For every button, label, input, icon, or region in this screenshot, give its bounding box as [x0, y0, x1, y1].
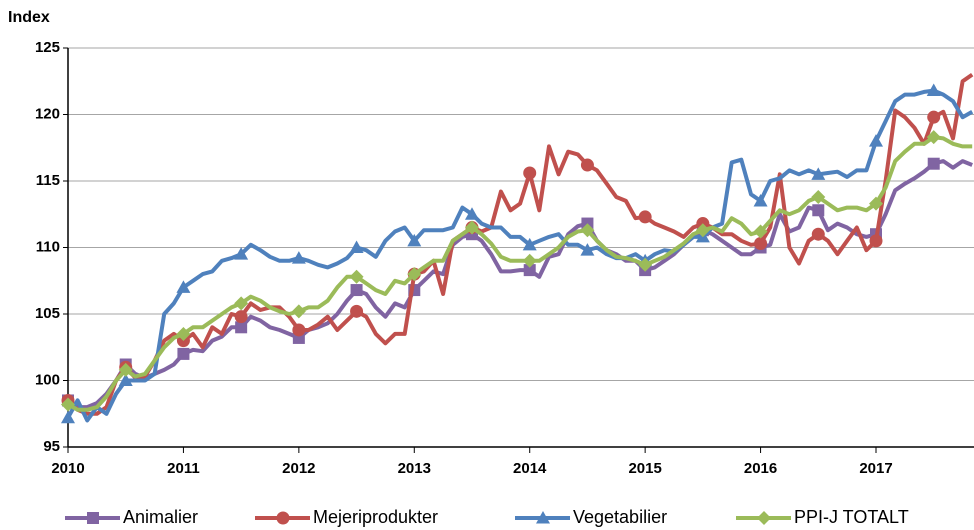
legend-marker — [536, 511, 550, 524]
data-marker — [523, 264, 536, 277]
x-tick-label: 2012 — [282, 460, 315, 477]
x-tick-label: 2014 — [513, 460, 547, 477]
data-marker — [753, 224, 768, 239]
y-tick-label: 110 — [36, 238, 60, 255]
legend-marker — [757, 511, 771, 525]
data-marker — [349, 240, 364, 253]
y-tick-label: 100 — [35, 371, 60, 388]
data-marker — [927, 110, 941, 124]
data-marker — [522, 253, 537, 268]
data-marker — [118, 362, 133, 377]
data-marker — [523, 166, 537, 180]
x-tick-label: 2017 — [859, 460, 892, 477]
data-marker — [234, 310, 248, 324]
series-line — [66, 159, 973, 410]
data-marker — [407, 233, 422, 247]
legend-marker — [276, 511, 290, 525]
data-marker — [580, 223, 595, 238]
data-marker — [580, 158, 594, 172]
x-tick-label: 2015 — [628, 460, 661, 477]
y-axis-label: Index — [8, 9, 50, 26]
data-marker — [349, 269, 364, 284]
data-marker — [234, 247, 249, 260]
data-marker — [234, 296, 249, 311]
data-marker — [580, 243, 595, 256]
data-marker — [407, 267, 422, 282]
y-tick-label: 120 — [35, 105, 60, 122]
legend-label: Mejeriprodukter — [313, 507, 438, 527]
data-marker — [811, 189, 826, 204]
data-marker — [118, 373, 133, 386]
x-tick-label: 2010 — [51, 460, 84, 477]
y-tick-label: 125 — [35, 39, 60, 56]
data-marker — [927, 157, 940, 170]
data-marker — [176, 326, 191, 341]
data-marker — [350, 284, 363, 297]
data-marker — [869, 196, 883, 211]
data-marker — [811, 167, 826, 180]
data-marker — [292, 323, 306, 337]
x-tick-label: 2016 — [744, 460, 777, 477]
x-tick-label: 2011 — [167, 460, 200, 477]
legend-label: Vegetabilier — [573, 507, 667, 527]
legend-label: PPI-J TOTALT — [794, 507, 909, 527]
y-tick-label: 115 — [36, 172, 60, 189]
data-marker — [638, 210, 652, 224]
data-marker — [61, 397, 75, 412]
legend-marker — [87, 512, 99, 524]
data-marker — [812, 204, 825, 217]
legend-label: Animalier — [123, 507, 198, 527]
data-marker — [522, 237, 537, 251]
y-tick-label: 105 — [35, 305, 60, 322]
data-marker — [176, 280, 191, 293]
data-marker — [465, 207, 479, 220]
y-tick-label: 95 — [43, 438, 60, 455]
data-marker — [177, 347, 190, 360]
data-marker — [926, 130, 941, 145]
data-marker — [695, 223, 710, 238]
data-marker — [291, 304, 306, 319]
data-marker — [638, 257, 653, 272]
data-marker — [869, 134, 883, 147]
data-marker — [754, 237, 768, 251]
data-marker — [811, 227, 825, 241]
data-marker — [61, 410, 75, 424]
data-marker — [753, 193, 768, 207]
data-marker — [869, 234, 883, 248]
data-marker — [926, 83, 941, 97]
data-marker — [291, 251, 306, 264]
data-marker — [465, 220, 479, 235]
x-tick-label: 2013 — [398, 460, 431, 477]
data-marker — [235, 321, 248, 334]
data-marker — [350, 304, 364, 318]
